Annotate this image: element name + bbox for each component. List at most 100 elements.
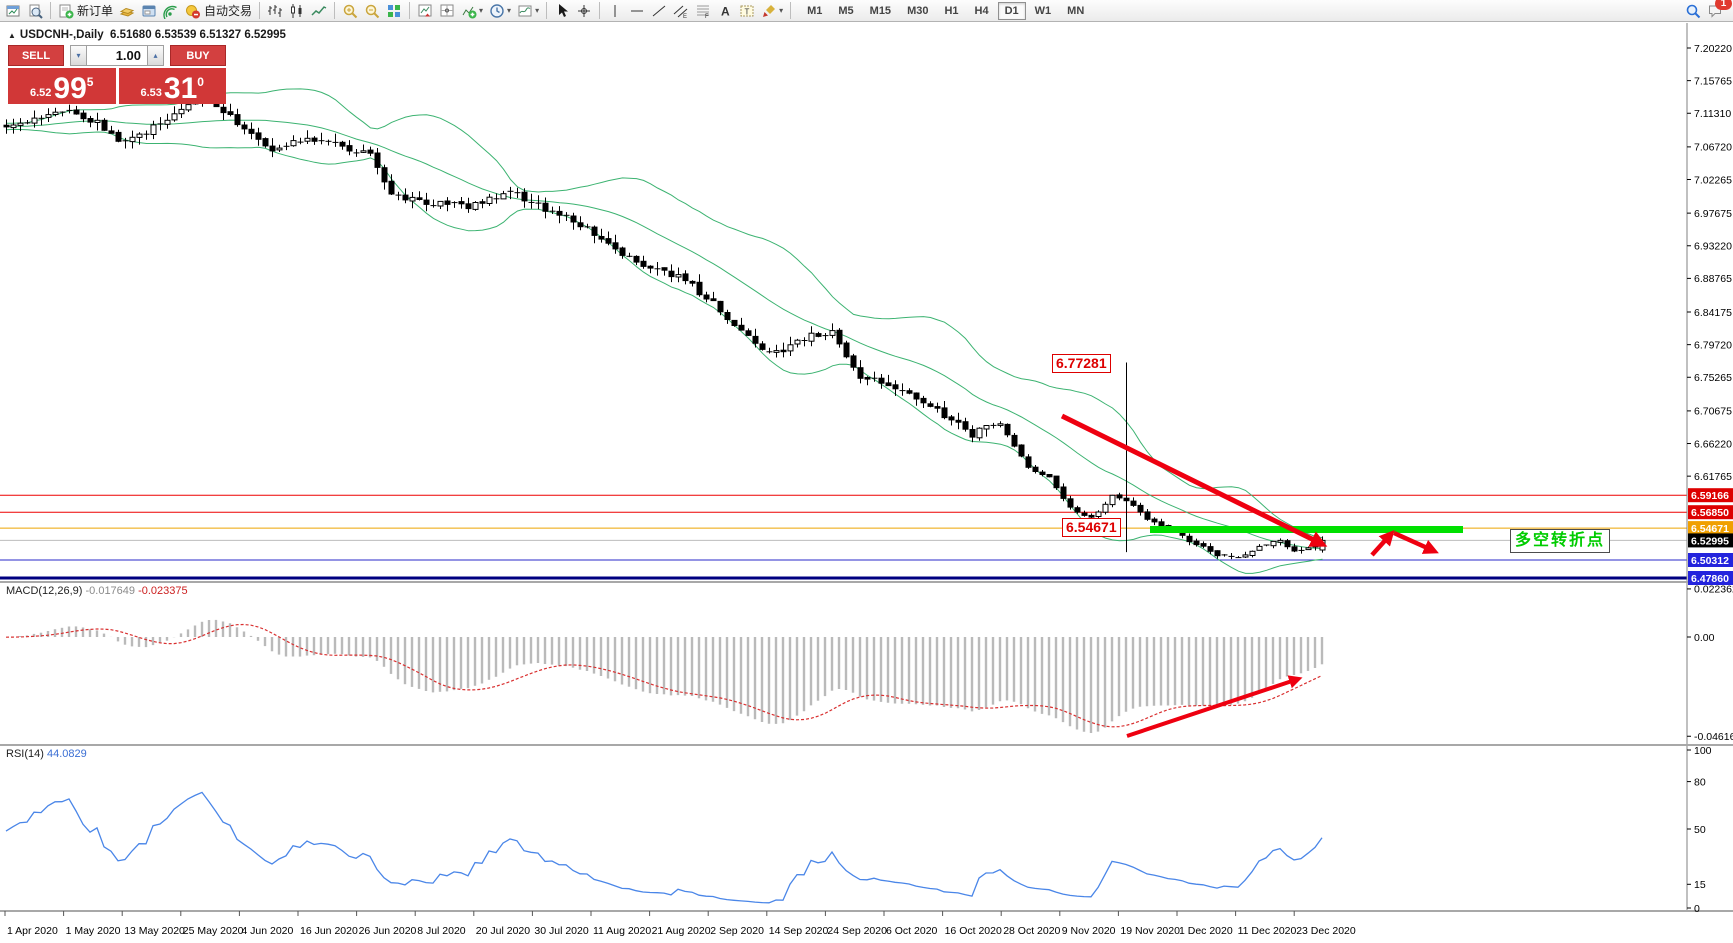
- timeframe-M5-button[interactable]: M5: [838, 4, 854, 17]
- high-price-callout[interactable]: 6.77281: [1052, 354, 1111, 373]
- svg-text:21 Aug 2020: 21 Aug 2020: [652, 925, 711, 937]
- svg-text:9 Nov 2020: 9 Nov 2020: [1062, 925, 1116, 937]
- notification-badge: 1: [1715, 0, 1732, 10]
- toolbar-horizontal-line-button[interactable]: [627, 1, 647, 21]
- toolbar-market-depth-button[interactable]: [117, 1, 137, 21]
- signals-icon: [163, 5, 177, 19]
- toolbar-cursor-button[interactable]: [552, 1, 572, 21]
- price-level-lines[interactable]: [0, 494, 1687, 580]
- search-button[interactable]: [1683, 1, 1703, 21]
- timeframe-H1-button[interactable]: H1: [944, 4, 959, 17]
- toolbar-templates-button[interactable]: ▾: [515, 1, 541, 21]
- svg-text:15: 15: [1694, 879, 1706, 891]
- toolbar-line-chart-button[interactable]: [309, 1, 329, 21]
- indicators-icon: [418, 4, 432, 16]
- svg-text:24 Sep 2020: 24 Sep 2020: [827, 925, 887, 937]
- toolbar-fibonacci-button[interactable]: F: [693, 1, 713, 21]
- timeframe-D1-button[interactable]: D1: [997, 1, 1026, 20]
- toolbar-periods-button[interactable]: ▾: [487, 1, 513, 21]
- line-chart-icon: [311, 5, 327, 16]
- svg-text:0.00: 0.00: [1694, 632, 1715, 644]
- svg-text:11 Aug 2020: 11 Aug 2020: [593, 925, 651, 937]
- svg-text:30 Jul 2020: 30 Jul 2020: [534, 925, 588, 937]
- rsi-value: 44.0829: [46, 748, 87, 760]
- svg-text:T: T: [745, 7, 750, 16]
- axes-layer: 7.20220 7.15765 7.11310 7.06720 7.02265 6.976…: [0, 23, 1733, 937]
- autotrading-icon: [186, 4, 201, 18]
- toolbar-new-order-button[interactable]: 新订单: [56, 1, 115, 21]
- toolbar-vertical-line-button[interactable]: [605, 1, 625, 21]
- svg-text:50: 50: [1694, 824, 1706, 836]
- toolbar-text-label-button[interactable]: T: [737, 1, 757, 21]
- macd-indicator-label: MACD(12,26,9) -0.017649 -0.023375: [6, 585, 188, 597]
- timeframe-MN-button[interactable]: MN: [1067, 4, 1085, 17]
- timeframe-W1-button[interactable]: W1: [1034, 4, 1052, 17]
- turning-point-note[interactable]: 多空转折点: [1510, 529, 1611, 553]
- toolbar-separator: [50, 2, 51, 19]
- macd-layer: [5, 619, 1324, 733]
- notifications-button[interactable]: 1: [1705, 0, 1732, 21]
- volume-increase-button[interactable]: ▴: [147, 45, 164, 66]
- svg-text:16 Jun 2020: 16 Jun 2020: [300, 925, 358, 937]
- toolbar-indicators-button[interactable]: [415, 1, 435, 21]
- support-price-callout[interactable]: 6.54671: [1062, 518, 1121, 537]
- toolbar-trendline-button[interactable]: [649, 1, 669, 21]
- svg-text:6.97675: 6.97675: [1694, 208, 1732, 220]
- svg-text:11 Dec 2020: 11 Dec 2020: [1238, 925, 1297, 937]
- svg-text:7.20220: 7.20220: [1694, 43, 1732, 55]
- chevron-up-icon: ▴: [153, 51, 158, 60]
- volume-decrease-button[interactable]: ▾: [70, 45, 87, 66]
- volume-value[interactable]: 1.00: [87, 45, 147, 66]
- toolbar-data-window-button[interactable]: [437, 1, 457, 21]
- zoom-out-icon: [365, 4, 380, 18]
- toolbar-separator: [790, 2, 792, 19]
- svg-text:7.06720: 7.06720: [1694, 142, 1732, 154]
- chart-annotations[interactable]: [1060, 413, 1463, 738]
- svg-text:1 Dec 2020: 1 Dec 2020: [1179, 925, 1233, 937]
- toolbar-profiles-button[interactable]: [25, 1, 45, 21]
- toolbar-candle-chart-button[interactable]: [287, 1, 307, 21]
- new-order-icon: [59, 4, 74, 18]
- svg-text:6.75265: 6.75265: [1694, 372, 1732, 384]
- sell-price[interactable]: 6.52 99 5: [8, 68, 116, 104]
- toolbar-bar-chart-button[interactable]: [265, 1, 285, 21]
- buy-price[interactable]: 6.53 31 0: [118, 68, 226, 104]
- timeframe-M30-button[interactable]: M30: [907, 4, 929, 17]
- svg-text:A: A: [721, 4, 730, 18]
- toolbar-new-chart-button[interactable]: [3, 1, 23, 21]
- toolbar-terminal-button[interactable]: [139, 1, 159, 21]
- collapse-panel-icon[interactable]: ▲: [8, 31, 16, 40]
- zoom-in-icon: [343, 4, 358, 18]
- timeframe-M1-button[interactable]: M1: [807, 4, 823, 17]
- chart-symbol: USDCNH-,Daily: [19, 29, 104, 41]
- periods-icon: [490, 3, 504, 18]
- bar-chart-icon: [268, 4, 283, 17]
- svg-text:6.66220: 6.66220: [1694, 438, 1732, 450]
- svg-text:14 Sep 2020: 14 Sep 2020: [769, 925, 829, 937]
- toolbar-equidistant-channel-button[interactable]: E: [671, 1, 691, 21]
- svg-text:26 Jun 2020: 26 Jun 2020: [359, 925, 417, 937]
- toolbar-tile-windows-button[interactable]: [384, 1, 404, 21]
- toolbar-zoom-in-button[interactable]: [340, 1, 360, 21]
- chevron-down-icon: ▾: [507, 6, 512, 15]
- sell-button[interactable]: SELL: [8, 45, 64, 66]
- svg-text:6.84175: 6.84175: [1694, 307, 1732, 319]
- search-icon: [1686, 4, 1701, 18]
- market-depth-icon: [119, 7, 135, 17]
- toolbar-autotrading-button[interactable]: 自动交易: [183, 1, 254, 21]
- svg-text:0.022362: 0.022362: [1694, 584, 1733, 596]
- buy-button[interactable]: BUY: [170, 45, 226, 66]
- timeframe-H4-button[interactable]: H4: [974, 4, 989, 17]
- toolbar-zoom-out-button[interactable]: [362, 1, 382, 21]
- toolbar-signals-button[interactable]: [161, 1, 181, 21]
- toolbar-text-button[interactable]: A: [715, 1, 735, 21]
- text-icon: A: [721, 4, 730, 18]
- svg-text:E: E: [683, 14, 687, 19]
- timeframe-M15-button[interactable]: M15: [869, 4, 892, 17]
- toolbar-crosshair-button[interactable]: [574, 1, 594, 21]
- svg-text:1 May 2020: 1 May 2020: [66, 925, 121, 937]
- toolbar-arrows-button[interactable]: ▾: [759, 1, 785, 21]
- svg-text:20 Jul 2020: 20 Jul 2020: [476, 925, 530, 937]
- toolbar-add-indicator-button[interactable]: ▾: [459, 1, 485, 21]
